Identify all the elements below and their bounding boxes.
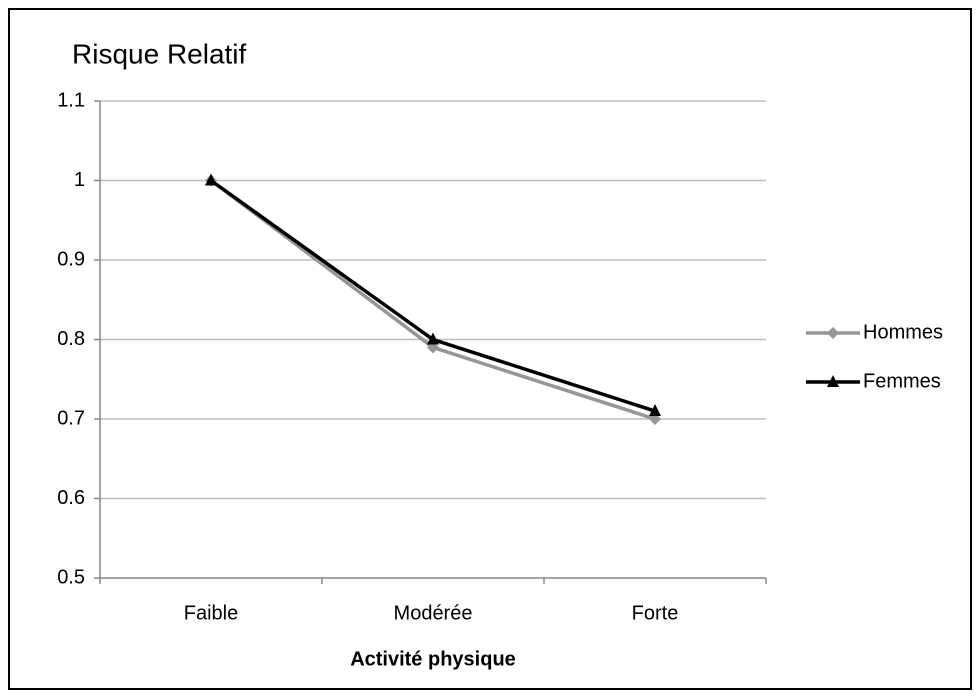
marker [827, 327, 839, 339]
marker [827, 375, 839, 387]
chart-title: Risque Relatif [72, 38, 247, 69]
marker [649, 404, 661, 417]
marker [205, 173, 217, 186]
y-tick-label: 0.7 [57, 407, 85, 429]
marker [427, 332, 439, 345]
y-tick-label: 0.6 [57, 487, 85, 509]
x-tick-label: Modérée [394, 602, 473, 624]
y-tick-label: 1 [74, 169, 85, 191]
y-tick-label: 0.8 [57, 328, 85, 350]
x-tick-label: Faible [184, 602, 238, 624]
y-tick-label: 1.1 [57, 89, 85, 111]
legend-label: Femmes [863, 370, 941, 392]
chart-frame [8, 8, 972, 690]
legend-label: Hommes [863, 321, 943, 343]
y-tick-label: 0.5 [57, 566, 85, 588]
x-tick-label: Forte [632, 602, 679, 624]
x-axis-title: Activité physique [350, 648, 516, 670]
y-tick-label: 0.9 [57, 248, 85, 270]
